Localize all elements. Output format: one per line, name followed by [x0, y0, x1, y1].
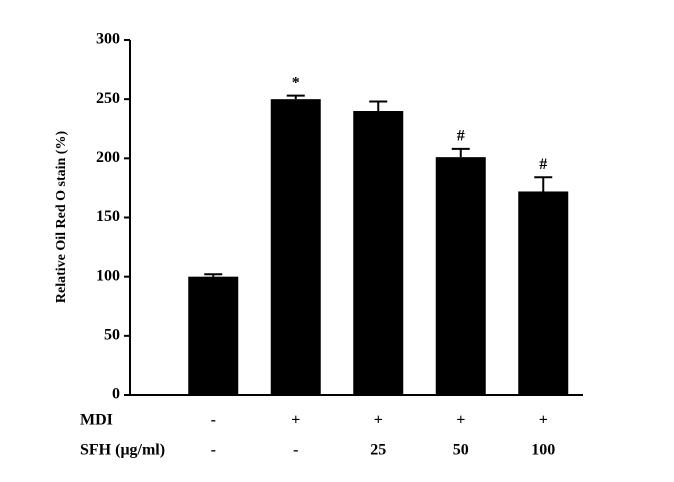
row-value: -	[211, 442, 216, 459]
y-tick-label: 250	[96, 90, 120, 107]
error-bar	[369, 100, 388, 111]
annotation: #	[539, 156, 547, 173]
row-label: MDI	[80, 412, 113, 429]
bar	[188, 276, 239, 395]
error-bar	[534, 176, 553, 192]
y-tick-label: 0	[112, 386, 120, 403]
row-label: SFH (μg/ml)	[80, 442, 165, 459]
row-value: -	[211, 412, 216, 429]
row-value: +	[456, 412, 465, 429]
error-bar	[204, 273, 223, 277]
row-value: -	[293, 442, 298, 459]
row-value: +	[374, 412, 383, 429]
bar	[518, 191, 569, 395]
bar	[270, 99, 321, 396]
error-bar	[451, 147, 470, 158]
y-tick-label: 200	[96, 149, 120, 166]
row-value: 50	[453, 442, 469, 459]
row-value: +	[539, 412, 548, 429]
annotation: #	[457, 128, 465, 145]
row-value: +	[291, 412, 300, 429]
error-bar	[286, 94, 305, 100]
row-value: 25	[370, 442, 386, 459]
bar	[353, 111, 404, 395]
annotation: *	[292, 74, 300, 91]
bar	[435, 157, 486, 395]
y-tick-label: 150	[96, 208, 120, 225]
y-axis-label: Relative Oil Red O stain (%)	[54, 131, 69, 304]
y-tick-label: 50	[104, 327, 120, 344]
y-tick-label: 100	[96, 267, 120, 284]
row-value: 100	[531, 442, 555, 459]
y-tick-label: 300	[96, 31, 120, 48]
